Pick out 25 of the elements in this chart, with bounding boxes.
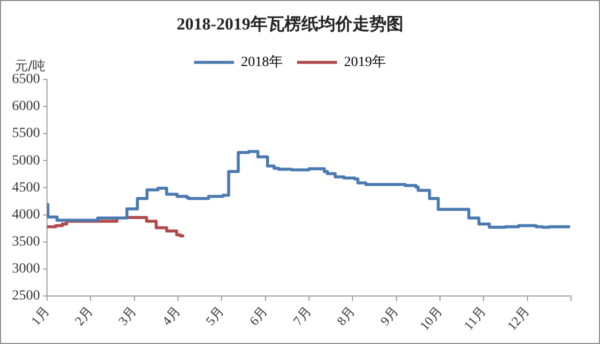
x-tick-label: 7月	[290, 304, 314, 328]
y-axis-title: 元/吨	[15, 58, 46, 74]
y-tick-label: 4000	[12, 207, 40, 222]
y-tick-label: 4500	[12, 180, 40, 196]
y-tick-label: 5500	[12, 126, 40, 142]
y-tick-label: 6500	[12, 72, 40, 88]
y-tick-label: 3000	[12, 262, 40, 277]
x-tick-label: 2月	[72, 304, 96, 328]
y-tick-label: 5000	[12, 153, 40, 168]
x-tick-label: 9月	[377, 304, 402, 328]
x-tick-label: 5月	[202, 304, 227, 328]
x-tick-label: 12月	[504, 304, 532, 334]
y-tick-label: 6000	[12, 99, 40, 114]
x-tick-label: 10月	[416, 304, 445, 334]
y-tick-label: 3500	[12, 234, 40, 250]
x-tick-label: 1月	[28, 304, 52, 328]
x-tick-label: 8月	[334, 304, 358, 328]
x-tick-label: 3月	[115, 304, 140, 328]
x-tick-label: 6月	[246, 304, 270, 328]
legend-label: 2019年	[344, 54, 386, 70]
chart-title: 2018-2019年瓦楞纸均价走势图	[176, 14, 404, 34]
y-tick-label: 2500	[12, 288, 40, 304]
legend-label: 2018年	[241, 54, 283, 70]
x-tick-label: 4月	[158, 304, 183, 328]
x-tick-label: 11月	[460, 304, 489, 333]
